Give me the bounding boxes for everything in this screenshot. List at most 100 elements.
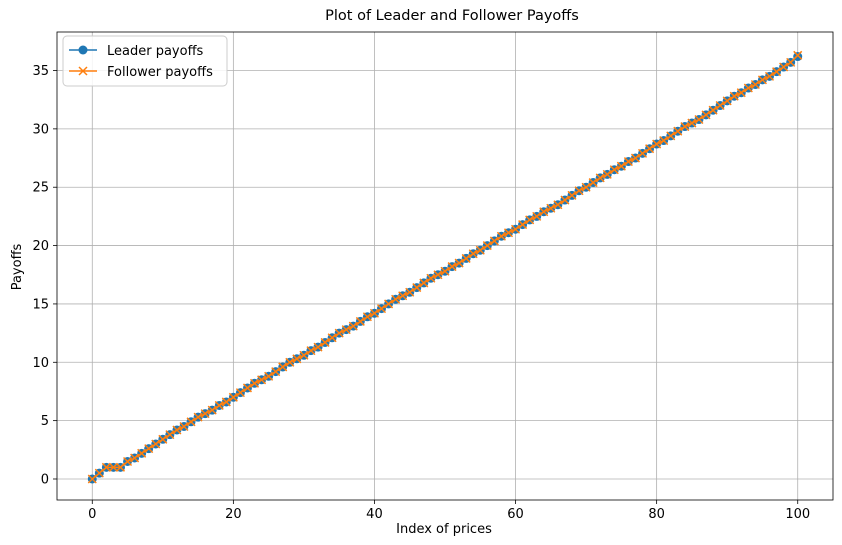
data-point-follower (87, 474, 97, 484)
data-point-follower (701, 110, 711, 120)
data-point-follower (779, 62, 789, 72)
data-point-follower (652, 139, 662, 149)
data-point-follower (503, 228, 514, 238)
data-point-follower (786, 57, 796, 67)
data-point-follower (447, 262, 457, 272)
data-point-follower (772, 67, 782, 77)
x-axis-label: Index of prices (396, 522, 492, 537)
y-tick-label: 0 (41, 472, 49, 487)
data-point-follower (609, 165, 619, 175)
data-point-follower (581, 182, 591, 192)
data-point-follower (384, 299, 394, 309)
data-point-follower (306, 346, 316, 356)
data-point-follower (764, 71, 775, 81)
data-point-follower (560, 195, 570, 205)
data-point-follower (553, 200, 563, 210)
data-point-follower (362, 312, 372, 322)
data-point-follower (750, 79, 760, 90)
x-tick-label: 20 (225, 507, 242, 522)
data-point-follower (278, 362, 288, 372)
data-point-follower (440, 266, 450, 276)
data-point-follower (715, 100, 725, 111)
data-point-follower (595, 173, 605, 183)
x-tick-label: 100 (785, 507, 810, 522)
data-point-follower (454, 258, 464, 268)
data-point-follower (708, 105, 718, 115)
data-point-follower (391, 294, 401, 304)
data-point-follower (327, 333, 337, 343)
series-follower (87, 50, 803, 484)
data-point-follower (680, 122, 690, 132)
data-point-follower (461, 253, 471, 263)
data-point-follower (341, 325, 351, 335)
data-point-follower (334, 328, 344, 338)
x-axis-ticks: 0 20 40 60 80 100 (88, 500, 810, 522)
y-tick-label: 5 (41, 414, 49, 429)
legend-marker-leader (78, 45, 88, 55)
data-point-follower (264, 371, 274, 381)
x-tick-label: 0 (88, 507, 96, 522)
data-point-follower (200, 409, 210, 419)
data-point-follower (179, 421, 189, 432)
y-tick-label: 20 (32, 239, 49, 254)
data-point-follower (412, 283, 422, 293)
data-point-follower (489, 236, 499, 246)
data-point-follower (172, 425, 182, 435)
data-point-follower (729, 91, 739, 101)
data-point-follower (299, 350, 309, 360)
x-tick-label: 60 (507, 507, 524, 522)
data-point-follower (518, 220, 528, 230)
data-point-follower (214, 400, 224, 410)
plot-frame (56, 31, 834, 501)
plot-series (87, 50, 803, 484)
data-point-follower (616, 161, 626, 171)
data-point-follower (320, 337, 330, 347)
data-point-follower (137, 448, 147, 458)
data-point-follower (482, 241, 492, 251)
data-point-follower (736, 88, 746, 98)
data-point-follower (101, 462, 111, 472)
data-point-follower (115, 462, 126, 472)
data-point-follower (525, 215, 535, 225)
data-point-follower (511, 224, 521, 234)
legend-label-leader: Leader payoffs (107, 44, 204, 59)
data-point-follower (687, 118, 697, 128)
data-point-follower (108, 462, 118, 472)
data-point-follower (228, 392, 238, 402)
y-axis-label: Payoffs (10, 243, 25, 290)
data-point-follower (235, 388, 245, 398)
data-point-follower (193, 412, 203, 422)
data-point-follower (123, 456, 133, 467)
data-point-follower (588, 178, 598, 188)
data-point-follower (468, 249, 478, 259)
data-point-follower (151, 439, 161, 449)
data-point-follower (567, 190, 577, 200)
y-tick-label: 10 (32, 356, 49, 371)
data-point-follower (271, 367, 281, 377)
data-point-follower (158, 434, 168, 444)
data-point-follower (637, 148, 648, 158)
data-point-follower (757, 75, 767, 85)
data-point-follower (419, 278, 429, 288)
data-point-follower (743, 83, 753, 93)
data-point-follower (242, 383, 253, 393)
data-point-follower (496, 231, 506, 241)
x-tick-label: 80 (648, 507, 665, 522)
data-point-follower (249, 378, 260, 388)
data-point-follower (369, 308, 379, 318)
legend: Leader payoffs Follower payoffs (62, 35, 228, 87)
data-point-follower (257, 375, 267, 385)
x-tick-label: 40 (366, 507, 383, 522)
data-point-follower (398, 291, 408, 301)
data-point-follower (574, 186, 584, 196)
data-point-leader (793, 52, 803, 62)
data-point-follower (645, 144, 655, 154)
data-point-follower (673, 126, 683, 136)
data-point-follower (94, 468, 104, 478)
data-point-follower (539, 207, 549, 217)
y-tick-label: 15 (32, 297, 49, 312)
data-point-follower (221, 397, 231, 407)
legend-box (62, 35, 228, 87)
data-point-follower (426, 273, 436, 283)
